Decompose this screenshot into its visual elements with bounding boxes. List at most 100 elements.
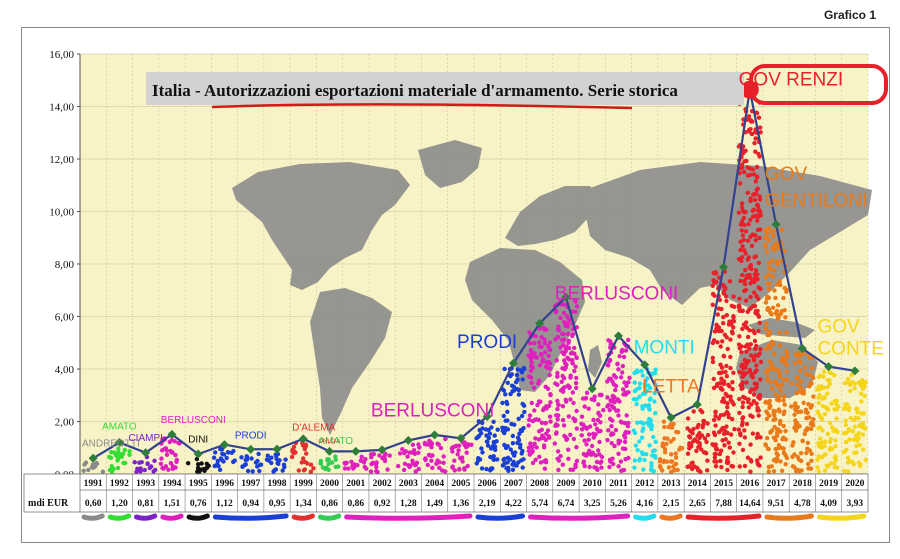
data-point [666,413,676,423]
x-tick-label: 2020 [845,479,864,489]
data-label: 0,94 [242,499,259,509]
x-tick-label: 2005 [451,479,470,489]
gov-label: CIAMPI [128,433,162,444]
data-point [377,445,387,455]
map-north-america [232,162,410,290]
x-tick-label: 2009 [556,479,575,489]
y-tick-label: 16,00 [49,49,74,61]
data-label: 4,78 [794,499,811,509]
data-point [298,434,308,444]
y-tick-label: 4,00 [55,364,75,376]
data-point [351,446,361,456]
x-tick-label: 1995 [189,479,208,489]
data-point [219,440,229,450]
y-tick-label: 12,00 [49,154,74,166]
data-label: 4,22 [505,499,522,509]
x-tick-label: 2004 [425,479,444,489]
x-tick-label: 2002 [373,479,392,489]
data-point [719,262,729,272]
x-tick-label: 1996 [215,479,234,489]
x-tick-label: 2014 [688,479,707,489]
x-tick-label: 2017 [767,479,786,489]
gov-label: PRODI [235,431,267,442]
x-tick-label: 2012 [635,479,654,489]
data-point [640,360,650,370]
gov-label: BERLUSCONI [555,283,679,304]
title-box: Italia - Autorizzazioni esportazioni mat… [146,72,744,110]
data-label: 1,34 [295,499,312,509]
x-tick-label: 2019 [819,479,838,489]
x-tick-label: 2001 [346,479,365,489]
data-label: 2,15 [663,499,680,509]
title-underline [211,103,633,110]
data-label: 2,19 [479,499,496,509]
data-point [167,429,177,439]
underline-monti [633,513,657,521]
underline-d-alema [291,513,315,521]
underline-gov [816,513,867,521]
gov-label: AMATO [102,421,137,432]
data-label: 0,86 [347,499,364,509]
data-label: 2,65 [689,499,706,509]
x-tick-label: 1991 [84,479,103,489]
gov-label: PRODI [457,332,517,353]
data-point [850,366,860,376]
gov-period-amato [107,446,132,474]
data-point [692,399,702,409]
gov-period-amato [318,454,341,472]
x-tick-label: 2000 [320,479,339,489]
x-tick-label: 2006 [478,479,497,489]
data-point [508,358,518,368]
data-label: 5,74 [531,499,548,509]
x-tick-label: 2003 [399,479,418,489]
gov-label: GENTILONI [765,190,867,211]
data-label: 0,60 [85,499,102,509]
data-label: 0,95 [269,499,286,509]
underline-amato [317,513,342,521]
x-tick-label: 2008 [530,479,549,489]
data-point [482,412,492,422]
data-label: 4,16 [636,499,653,509]
row-label: mdi EUR [28,498,69,509]
gov-label: AMATO [318,436,353,447]
data-label: 9,51 [768,499,785,509]
gov-label: DINI [188,435,208,446]
renzi-circle [749,64,888,105]
underline-berlusconi [528,513,631,521]
y-tick-label: 14,00 [49,102,74,114]
data-label: 0,76 [190,499,207,509]
x-tick-label: 2016 [740,479,759,489]
x-tick-label: 2015 [714,479,733,489]
data-label: 0,92 [374,499,391,509]
data-point [193,449,203,459]
x-tick-label: 1994 [162,479,181,489]
series-markers [88,80,860,463]
underline-ciampi [134,513,158,521]
x-tick-label: 1998 [268,479,287,489]
data-label: 1,28 [400,499,417,509]
data-point [325,446,335,456]
gov-label: GOV [765,164,808,185]
map-madagascar [588,345,602,378]
underline-prodi [475,513,526,521]
x-tick-label: 1992 [110,479,129,489]
underline-prodi [212,513,289,521]
gov-label: D'ALEMA [292,423,335,434]
gov-label: BERLUSCONI [161,415,226,426]
data-point [824,362,834,372]
gov-period-letta [657,419,685,475]
data-label: 3,93 [847,499,864,509]
value-table: mdi EUR 1991 0,60 1992 1,20 1993 0,81 1994 1,51 1… [23,473,869,513]
map-europe [505,186,600,246]
data-point [561,292,571,302]
x-tick-label: 2013 [662,479,681,489]
chart-title: Italia - Autorizzazioni esportazioni mat… [152,81,678,100]
x-tick-label: 2010 [583,479,602,489]
gov-label: MONTI [634,337,695,358]
gov-label: GOV RENZI [739,70,844,91]
data-point [246,444,256,454]
underline-dini [186,513,210,521]
